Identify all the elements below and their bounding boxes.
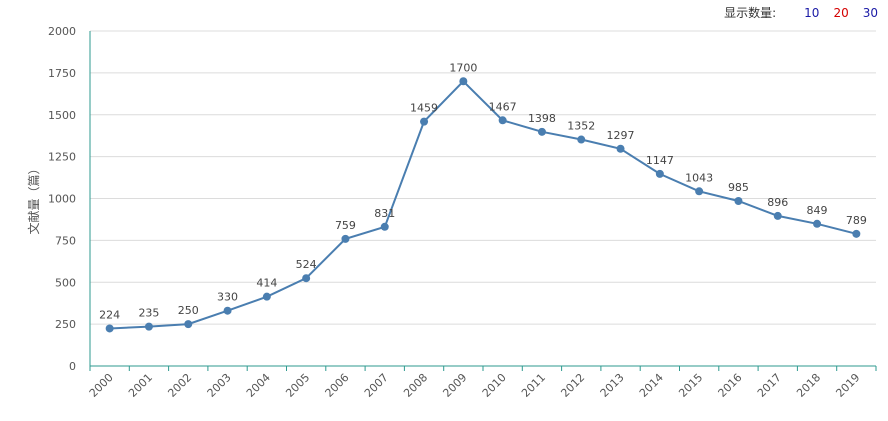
- x-tick-label: 2012: [558, 371, 587, 400]
- display-count-option-10[interactable]: 10: [804, 5, 820, 20]
- axes: [89, 31, 877, 371]
- x-tick-label: 2016: [716, 371, 745, 400]
- y-tick-label: 250: [55, 318, 76, 331]
- data-label: 1147: [646, 154, 674, 167]
- data-label: 1297: [607, 129, 635, 142]
- data-label: 330: [217, 291, 238, 304]
- y-axis-label: 文献量（篇）: [26, 162, 41, 234]
- data-point[interactable]: [813, 219, 822, 228]
- x-tick-label: 2007: [362, 371, 391, 400]
- data-point[interactable]: [616, 144, 625, 153]
- x-tick-label: 2003: [205, 371, 234, 400]
- y-tick-label: 500: [55, 276, 76, 289]
- data-label: 759: [335, 219, 356, 232]
- data-point[interactable]: [695, 187, 704, 196]
- data-label: 1043: [685, 171, 713, 184]
- x-tick-label: 2010: [480, 371, 509, 400]
- data-label: 985: [728, 181, 749, 194]
- y-tick-label: 2000: [48, 25, 76, 38]
- data-point[interactable]: [498, 116, 507, 125]
- data-point[interactable]: [105, 324, 114, 333]
- data-label: 1467: [489, 100, 517, 113]
- x-tick-label: 2001: [126, 371, 155, 400]
- series-line: [109, 79, 857, 330]
- x-tick-label: 2005: [283, 371, 312, 400]
- x-tick-labels: 2000 2001 2002 2003 2004 2005 2006 2007 2008 2009…: [87, 371, 863, 400]
- data-label: 235: [138, 307, 159, 320]
- y-tick-label: 1250: [48, 151, 76, 164]
- data-label: 1398: [528, 112, 556, 125]
- data-label: 849: [807, 204, 828, 217]
- data-point[interactable]: [734, 197, 743, 206]
- x-tick-label: 2006: [323, 371, 352, 400]
- data-points: [105, 77, 861, 333]
- display-count-control: 显示数量: 10 20 30: [724, 4, 878, 21]
- y-tick-label: 1500: [48, 109, 76, 122]
- data-label: 789: [846, 214, 867, 227]
- y-tick-label: 0: [69, 360, 76, 373]
- x-tick-label: 2004: [244, 371, 273, 400]
- x-tick-label: 2013: [598, 371, 627, 400]
- data-label: 1459: [410, 102, 438, 115]
- data-point[interactable]: [655, 169, 664, 178]
- x-tick-label: 2011: [519, 371, 548, 400]
- data-label: 831: [374, 207, 395, 220]
- data-point[interactable]: [184, 320, 193, 329]
- data-point[interactable]: [773, 211, 782, 220]
- data-point[interactable]: [223, 306, 232, 315]
- data-point[interactable]: [302, 274, 311, 283]
- data-label: 1352: [567, 120, 595, 133]
- data-point[interactable]: [537, 127, 546, 136]
- x-tick-label: 2014: [637, 371, 666, 400]
- data-label: 896: [767, 196, 788, 209]
- data-point[interactable]: [852, 229, 861, 238]
- data-point[interactable]: [262, 292, 271, 301]
- data-point[interactable]: [577, 135, 586, 144]
- data-point[interactable]: [380, 222, 389, 231]
- x-tick-label: 2015: [676, 371, 705, 400]
- x-tick-label: 2017: [755, 371, 784, 400]
- data-label: 524: [296, 258, 317, 271]
- grid-lines: [90, 30, 876, 325]
- y-tick-label: 1750: [48, 67, 76, 80]
- y-tick-label: 750: [55, 234, 76, 247]
- x-tick-label: 2002: [165, 371, 194, 400]
- y-tick-labels: 0 250 500 750 1000 1250 1500 1750 2000: [48, 25, 76, 373]
- data-point[interactable]: [341, 234, 350, 243]
- display-count-option-30[interactable]: 30: [862, 5, 878, 20]
- x-tick-label: 2018: [794, 371, 823, 400]
- x-tick-label: 2009: [440, 371, 469, 400]
- data-label: 224: [99, 308, 120, 321]
- x-tick-label: 2008: [401, 371, 430, 400]
- data-labels: 224 235 250 330 414 524 759 831 1459 1700 1467 1398…: [99, 61, 867, 321]
- data-point[interactable]: [420, 117, 429, 126]
- x-tick-label: 2019: [833, 371, 862, 400]
- data-label: 1700: [449, 61, 477, 74]
- x-tick-label: 2000: [87, 371, 116, 400]
- display-count-label: 显示数量:: [724, 6, 777, 20]
- y-tick-label: 1000: [48, 193, 76, 206]
- data-point[interactable]: [144, 322, 153, 331]
- data-label: 250: [178, 304, 199, 317]
- data-label: 414: [256, 277, 277, 290]
- data-point[interactable]: [459, 77, 468, 86]
- display-count-option-20[interactable]: 20: [833, 5, 849, 20]
